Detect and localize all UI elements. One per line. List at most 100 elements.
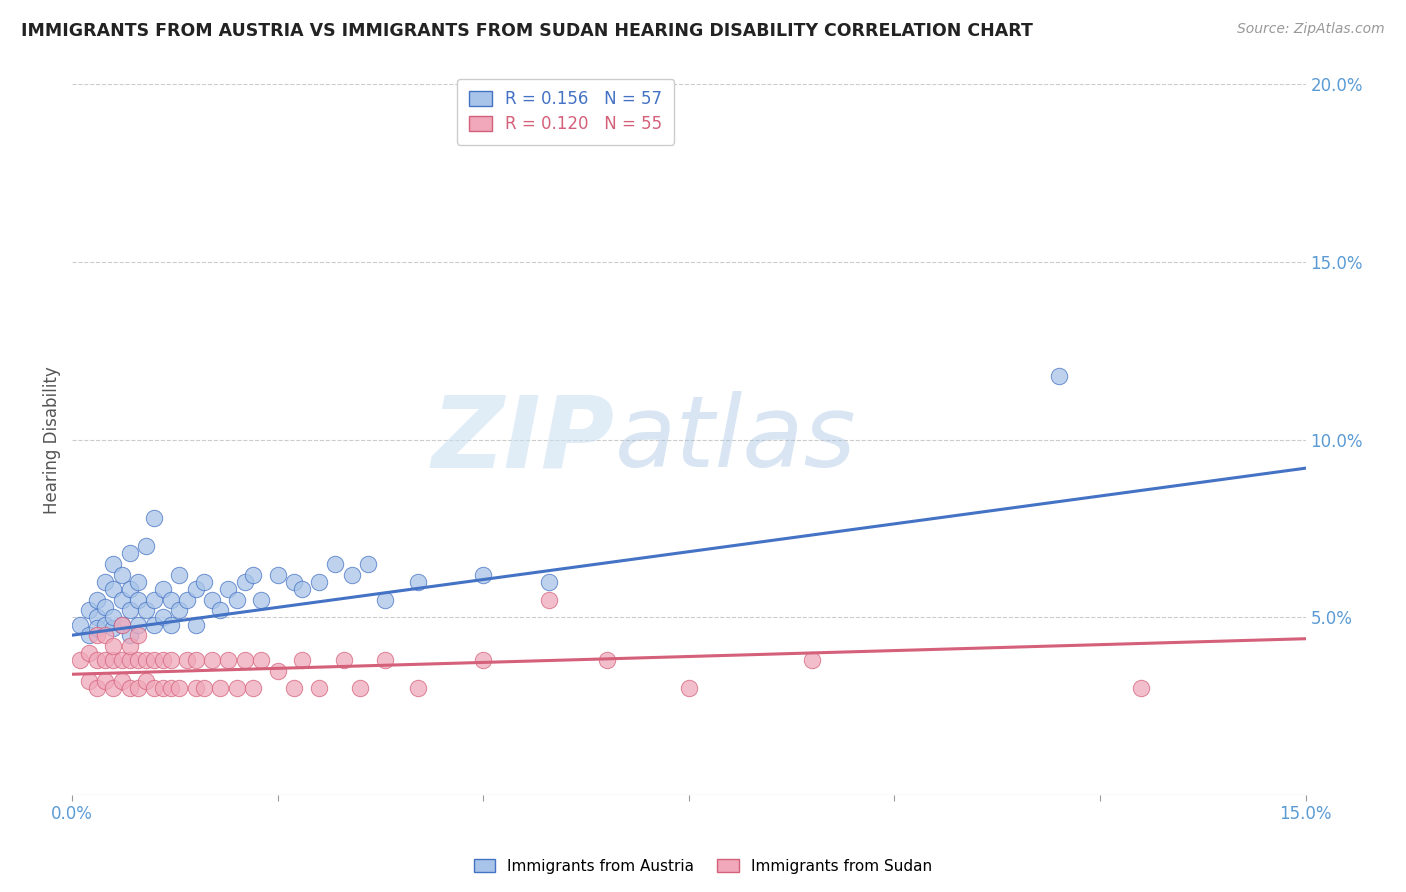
Point [118, 628, 141, 642]
Point [135, 539, 157, 553]
Point [167, 681, 190, 696]
Point [291, 653, 314, 667]
Point [127, 653, 149, 667]
Point [152, 681, 174, 696]
Point [152, 610, 174, 624]
Point [406, 681, 429, 696]
Point [77, 603, 100, 617]
Point [103, 610, 125, 624]
Point [135, 603, 157, 617]
Point [201, 653, 224, 667]
Point [77, 628, 100, 642]
Point [201, 592, 224, 607]
Point [94, 617, 117, 632]
Point [135, 674, 157, 689]
Point [242, 567, 264, 582]
Point [103, 681, 125, 696]
Point [538, 574, 561, 589]
Point [86, 653, 108, 667]
Point [118, 582, 141, 596]
Point [283, 681, 305, 696]
Point [225, 592, 247, 607]
Legend: Immigrants from Austria, Immigrants from Sudan: Immigrants from Austria, Immigrants from… [468, 853, 938, 880]
Point [69, 617, 91, 632]
Point [143, 653, 166, 667]
Point [1130, 681, 1153, 696]
Point [217, 653, 239, 667]
Point [193, 681, 215, 696]
Point [94, 599, 117, 614]
Point [160, 653, 183, 667]
Point [103, 582, 125, 596]
Point [118, 603, 141, 617]
Point [193, 574, 215, 589]
Point [143, 511, 166, 525]
Point [94, 653, 117, 667]
Point [127, 574, 149, 589]
Point [69, 653, 91, 667]
Point [357, 557, 380, 571]
Point [118, 546, 141, 560]
Point [325, 557, 347, 571]
Point [678, 681, 700, 696]
Point [135, 653, 157, 667]
Point [472, 653, 495, 667]
Point [143, 617, 166, 632]
Text: ZIP: ZIP [432, 392, 614, 488]
Point [267, 567, 290, 582]
Point [160, 592, 183, 607]
Point [110, 653, 132, 667]
Point [118, 639, 141, 653]
Point [110, 617, 132, 632]
Point [103, 653, 125, 667]
Point [250, 653, 273, 667]
Point [233, 574, 256, 589]
Point [127, 592, 149, 607]
Point [103, 557, 125, 571]
Point [143, 592, 166, 607]
Point [167, 603, 190, 617]
Point [118, 653, 141, 667]
Point [209, 603, 232, 617]
Point [94, 674, 117, 689]
Point [374, 653, 396, 667]
Legend: R = 0.156   N = 57, R = 0.120   N = 55: R = 0.156 N = 57, R = 0.120 N = 55 [457, 78, 673, 145]
Point [349, 681, 371, 696]
Point [184, 617, 207, 632]
Point [209, 681, 232, 696]
Point [374, 592, 396, 607]
Point [86, 621, 108, 635]
Point [152, 582, 174, 596]
Point [110, 617, 132, 632]
Point [291, 582, 314, 596]
Point [308, 681, 330, 696]
Point [110, 567, 132, 582]
Point [160, 617, 183, 632]
Point [340, 567, 363, 582]
Point [110, 674, 132, 689]
Point [472, 567, 495, 582]
Point [77, 646, 100, 660]
Point [94, 628, 117, 642]
Point [176, 592, 198, 607]
Point [801, 653, 824, 667]
Text: Source: ZipAtlas.com: Source: ZipAtlas.com [1237, 22, 1385, 37]
Point [332, 653, 354, 667]
Point [176, 653, 198, 667]
Point [143, 681, 166, 696]
Y-axis label: Hearing Disability: Hearing Disability [44, 366, 60, 514]
Point [152, 653, 174, 667]
Point [308, 574, 330, 589]
Point [86, 628, 108, 642]
Point [595, 653, 617, 667]
Point [283, 574, 305, 589]
Point [103, 621, 125, 635]
Point [77, 674, 100, 689]
Point [1047, 368, 1070, 383]
Point [127, 617, 149, 632]
Point [184, 582, 207, 596]
Point [127, 681, 149, 696]
Point [406, 574, 429, 589]
Point [184, 681, 207, 696]
Point [110, 592, 132, 607]
